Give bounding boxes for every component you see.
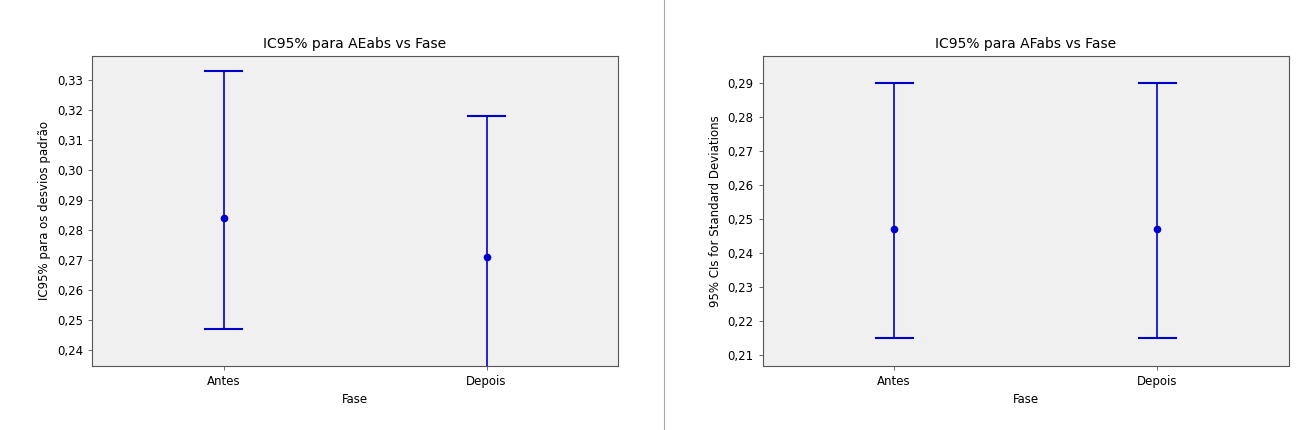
X-axis label: Fase: Fase [342, 393, 368, 406]
Title: IC95% para AFabs vs Fase: IC95% para AFabs vs Fase [935, 37, 1116, 51]
Title: IC95% para AEabs vs Fase: IC95% para AEabs vs Fase [263, 37, 447, 51]
Y-axis label: 95% CIs for Standard Deviations: 95% CIs for Standard Deviations [709, 115, 722, 307]
X-axis label: Fase: Fase [1013, 393, 1039, 406]
Y-axis label: IC95% para os desvios padrão: IC95% para os desvios padrão [38, 121, 51, 300]
